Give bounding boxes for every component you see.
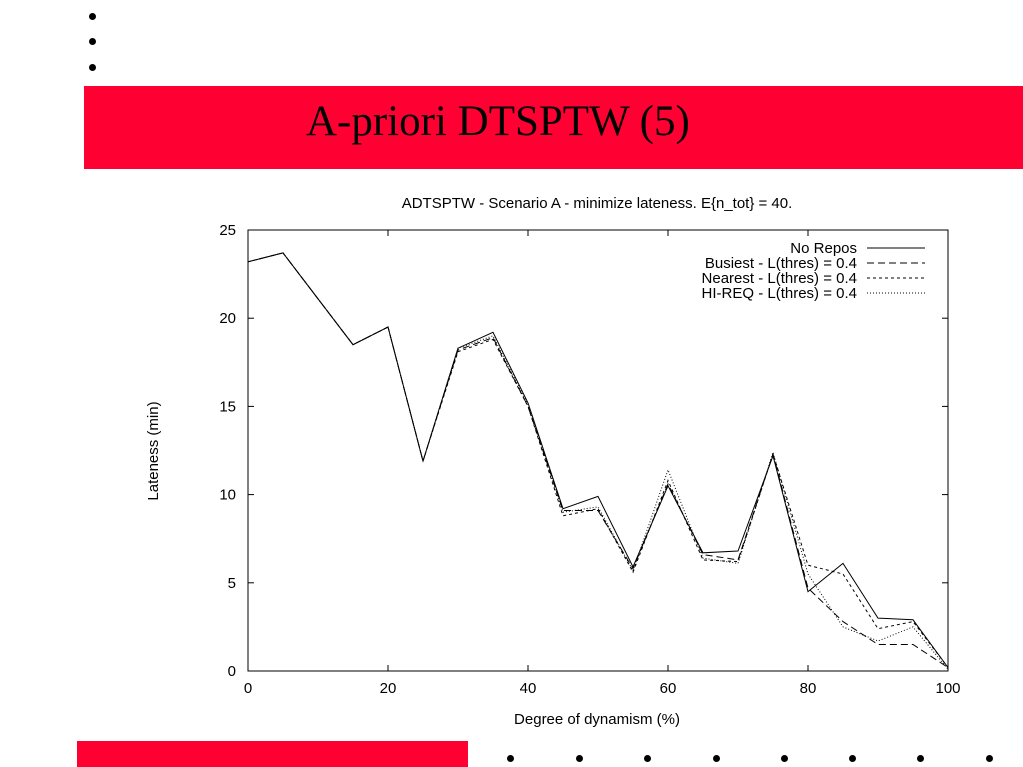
y-tick-label: 10 bbox=[219, 487, 236, 504]
bullet-dot bbox=[781, 755, 788, 762]
y-axis-label: Lateness (min) bbox=[145, 401, 162, 500]
bullet-dot bbox=[89, 64, 96, 71]
y-tick-label: 0 bbox=[228, 663, 236, 680]
bullet-dot bbox=[507, 755, 514, 762]
axes: 0 20 40 60 80 100 0 5 10 15 20 25 bbox=[219, 222, 960, 697]
legend-label: HI-REQ - L(thres) = 0.4 bbox=[702, 285, 857, 302]
y-tick-label: 25 bbox=[219, 222, 236, 239]
legend-label: Nearest - L(thres) = 0.4 bbox=[702, 270, 857, 287]
legend-label: Busiest - L(thres) = 0.4 bbox=[705, 255, 857, 272]
plot-frame bbox=[247, 229, 949, 672]
y-tick-label: 5 bbox=[228, 575, 236, 592]
bullet-dot bbox=[644, 755, 651, 762]
x-tick-label: 100 bbox=[935, 680, 960, 697]
chart-title: ADTSPTW - Scenario A - minimize lateness… bbox=[402, 195, 793, 212]
bullet-dot bbox=[713, 755, 720, 762]
title-band: A-priori DTSPTW (5) bbox=[84, 86, 1023, 169]
x-tick-label: 40 bbox=[520, 680, 537, 697]
x-tick-label: 0 bbox=[244, 680, 252, 697]
x-tick-label: 60 bbox=[660, 680, 677, 697]
series-lines bbox=[247, 252, 949, 670]
y-tick-label: 20 bbox=[219, 310, 236, 327]
x-tick-label: 20 bbox=[380, 680, 397, 697]
series-line bbox=[247, 252, 949, 670]
bullet-dot bbox=[917, 755, 924, 762]
bullet-dot bbox=[89, 13, 96, 20]
legend-label: No Repos bbox=[790, 240, 857, 257]
series-line bbox=[247, 252, 949, 668]
footer-band bbox=[77, 741, 468, 767]
bullet-dot bbox=[576, 755, 583, 762]
series-line bbox=[247, 252, 949, 668]
slide-title: A-priori DTSPTW (5) bbox=[306, 98, 690, 145]
series-line bbox=[247, 252, 949, 668]
x-tick-label: 80 bbox=[800, 680, 817, 697]
x-axis-label: Degree of dynamism (%) bbox=[514, 711, 680, 728]
bullet-dot bbox=[849, 755, 856, 762]
bullet-dot bbox=[89, 38, 96, 45]
y-tick-label: 15 bbox=[219, 398, 236, 415]
bullet-dot bbox=[986, 755, 993, 762]
